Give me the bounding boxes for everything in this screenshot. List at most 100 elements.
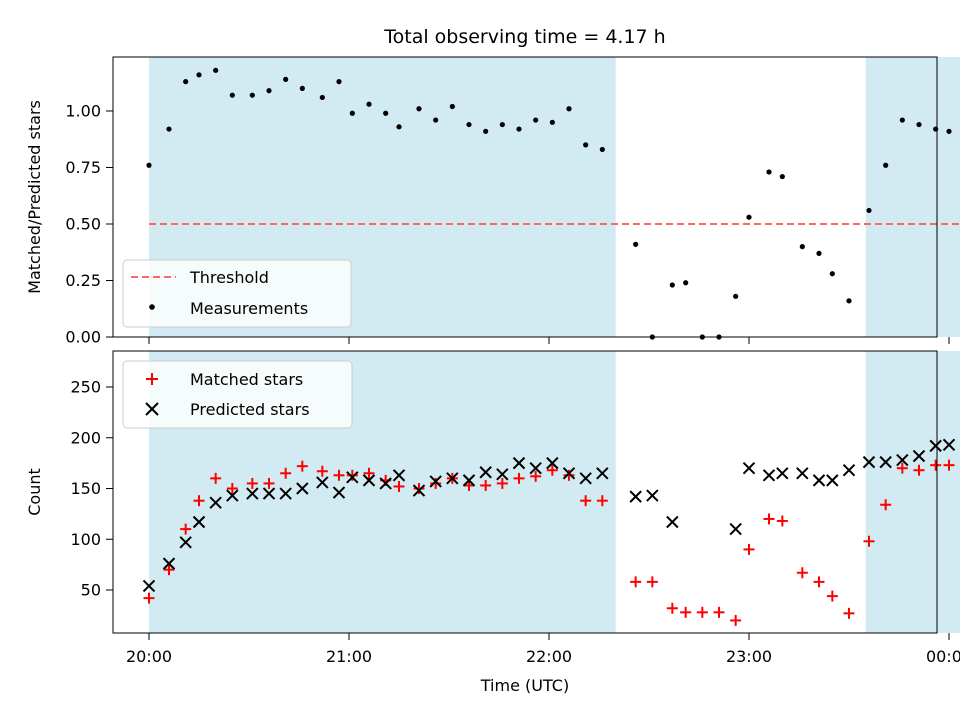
measurement-point — [549, 119, 555, 125]
predicted-star-point — [942, 438, 956, 452]
matched-star-point — [776, 515, 788, 527]
bottom-y-ticks: 50 100 150 200 250 — [70, 378, 113, 600]
matched-star-point — [193, 495, 205, 507]
predicted-star-point — [742, 461, 756, 475]
measurement-point — [799, 244, 805, 250]
matched-star-point — [930, 459, 942, 471]
predicted-star-point — [209, 496, 222, 509]
predicted-star-point — [226, 489, 239, 502]
bottom-x-axis-label: Time (UTC) — [480, 676, 569, 695]
matched-star-point — [546, 464, 558, 476]
predicted-star-point — [646, 489, 659, 502]
measurement-point — [349, 110, 355, 116]
predicted-star-point — [929, 439, 942, 453]
bottom-x-tick-label: 23:00 — [726, 647, 772, 666]
predicted-star-point — [776, 467, 789, 480]
measurement-point — [566, 106, 572, 112]
matched-stars-points — [143, 459, 955, 626]
predicted-star-point — [826, 474, 839, 487]
measurement-point — [533, 117, 539, 123]
shaded-interval-2 — [865, 57, 960, 337]
predicted-star-point — [862, 455, 876, 469]
measurement-point — [883, 162, 889, 168]
matched-star-point — [163, 564, 175, 576]
predicted-star-point — [246, 487, 259, 500]
measurement-point — [499, 121, 505, 128]
predicted-star-point — [362, 474, 376, 487]
predicted-star-point — [262, 487, 276, 500]
bottom-legend: Matched stars Predicted stars — [122, 360, 353, 429]
bottom-y-tick-label: 200 — [70, 428, 101, 447]
matched-star-point — [226, 483, 238, 494]
top-legend: Threshold Measurements — [122, 259, 352, 328]
matched-star-point — [646, 576, 658, 588]
top-chart-title: Total observing time = 4.17 h — [383, 26, 665, 48]
predicted-star-point — [412, 484, 426, 497]
top-y-tick-label: 0.00 — [65, 328, 101, 347]
top-y-ticks: 0.00 0.25 0.50 0.75 1.00 — [65, 102, 113, 347]
bottom-x-tick-label: 22:00 — [526, 647, 572, 666]
matched-star-point — [763, 513, 775, 525]
measurement-point — [449, 103, 455, 110]
measurement-point — [416, 106, 422, 112]
predicted-star-point — [392, 469, 406, 482]
predicted-star-point — [762, 469, 776, 482]
matched-star-point — [913, 464, 925, 476]
measurement-point — [433, 117, 439, 123]
bottom-y-tick-label: 150 — [70, 479, 101, 498]
bottom-panel: 50 100 150 200 250 20:00 21:00 22:00 23:00 00:00… — [25, 350, 960, 695]
predicted-star-point — [529, 461, 542, 475]
matched-star-point — [880, 499, 892, 511]
measurement-point — [866, 207, 872, 214]
bottom-legend-box — [122, 360, 353, 429]
top-x-ticks — [148, 337, 950, 344]
predicted-star-point — [729, 522, 742, 536]
matched-star-point — [513, 472, 525, 484]
legend-matched-swatch — [146, 373, 158, 385]
predicted-star-point — [296, 482, 309, 495]
matched-star-point — [496, 477, 508, 489]
predicted-star-point — [812, 474, 826, 487]
matched-star-point — [863, 535, 875, 547]
measurement-point — [669, 282, 675, 288]
predicted-star-point — [346, 471, 359, 484]
bottom-y-tick-label: 100 — [70, 530, 101, 549]
measurement-point — [336, 79, 342, 85]
predicted-star-point — [332, 486, 346, 499]
measurement-point — [299, 85, 305, 91]
predicted-stars-points — [142, 438, 956, 593]
matched-star-point — [393, 480, 405, 492]
measurement-point — [266, 88, 272, 94]
predicted-star-point — [796, 467, 809, 480]
predicted-star-point — [462, 474, 476, 487]
measurement-point — [229, 92, 235, 98]
top-y-tick-label: 0.50 — [65, 215, 101, 234]
measurement-point — [319, 94, 325, 101]
predicted-star-point — [666, 515, 679, 529]
predicted-star-point — [912, 449, 926, 463]
measurement-point — [916, 121, 922, 128]
measurement-point — [779, 173, 785, 180]
matched-star-point — [713, 606, 725, 618]
measurement-point — [816, 250, 822, 256]
predicted-star-point — [896, 453, 909, 467]
bottom-axes-frame — [112, 350, 938, 634]
measurement-point — [746, 214, 752, 220]
matched-star-point — [680, 606, 692, 618]
measurement-point — [633, 241, 639, 247]
measurement-point — [899, 117, 905, 123]
matched-star-point — [630, 576, 642, 588]
bottom-y-axis-label: Count — [25, 468, 44, 516]
legend-measurements-label: Measurements — [190, 299, 308, 318]
legend-predicted-swatch — [145, 402, 159, 416]
matched-star-point — [580, 495, 592, 507]
matched-star-point — [696, 606, 708, 618]
matched-star-point — [143, 592, 155, 604]
measurement-point — [946, 128, 952, 134]
legend-threshold-label: Threshold — [189, 268, 269, 287]
bottom-x-tick-label: 21:00 — [326, 647, 372, 666]
top-y-tick-label: 0.25 — [65, 271, 101, 290]
matched-star-point — [263, 477, 275, 489]
